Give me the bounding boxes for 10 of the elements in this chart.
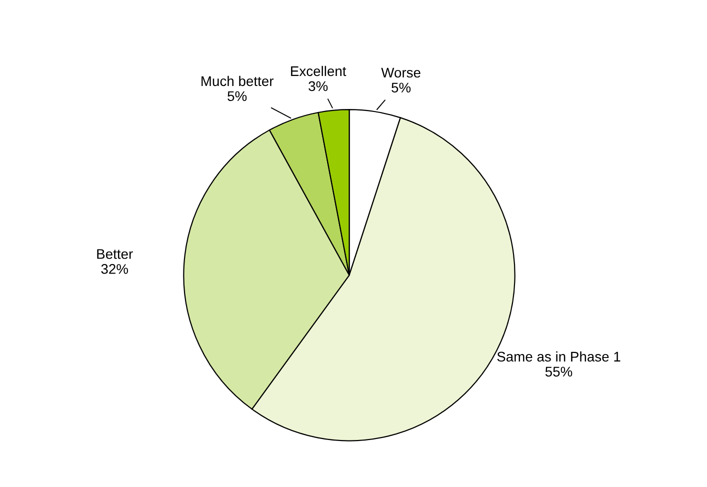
slice-label: Better — [97, 249, 133, 259]
slice-label: Much better — [202, 76, 274, 86]
slice-label: Excellent — [291, 66, 346, 76]
data-label: 32% — [101, 264, 128, 274]
data-label: 5% — [392, 82, 411, 93]
data-label: 5% — [228, 91, 247, 102]
data-label: 3% — [308, 81, 328, 92]
data-label: 55% — [545, 366, 572, 377]
slice-label: Worse — [381, 68, 420, 78]
slice-label: Same as in Phase 1 — [497, 351, 620, 362]
